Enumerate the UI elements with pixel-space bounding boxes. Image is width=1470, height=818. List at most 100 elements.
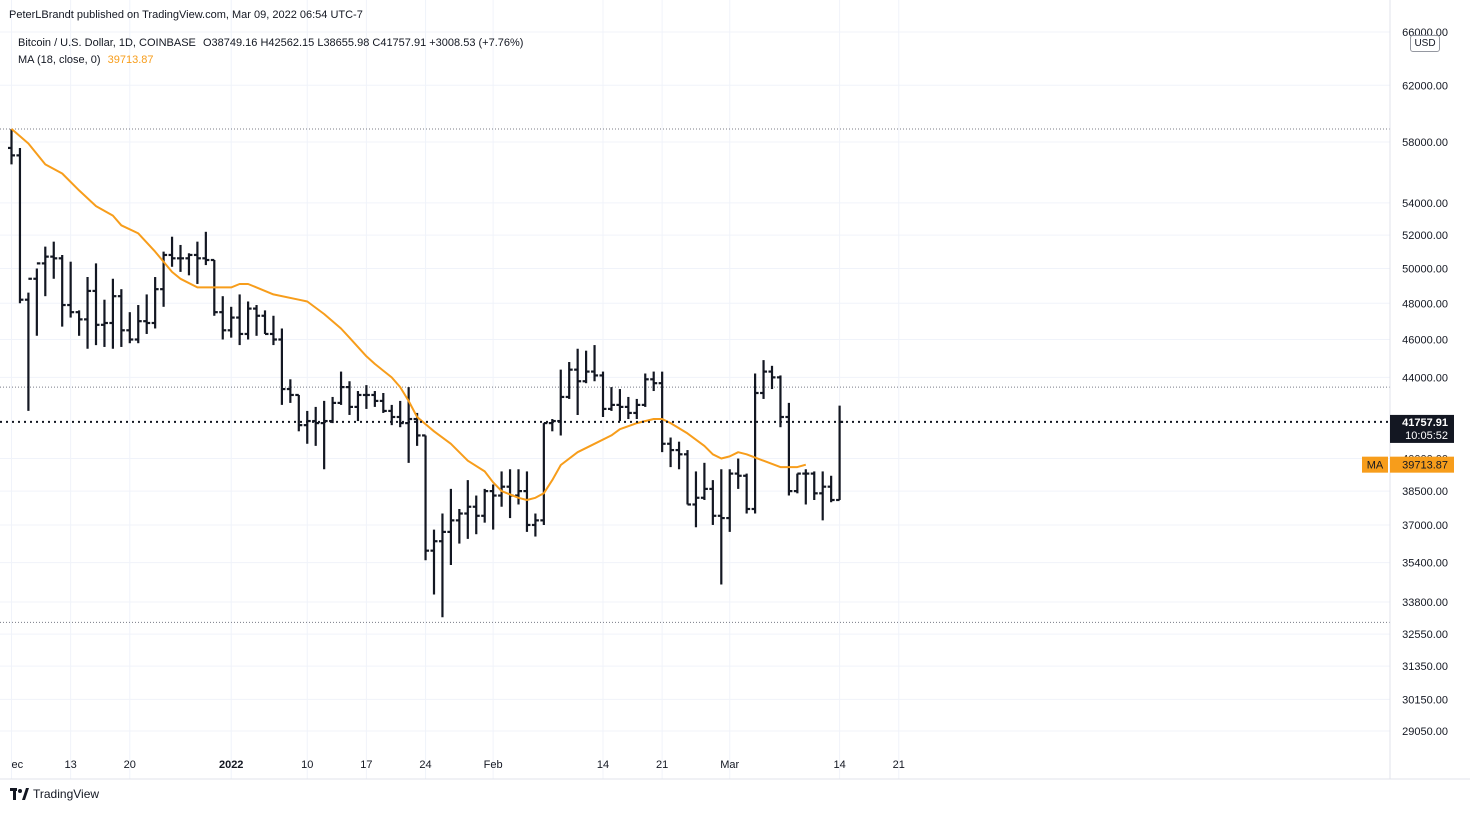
time-tick-label: 2022 [219, 759, 243, 771]
ohlc-bar [24, 277, 32, 411]
ohlc-bar [692, 471, 700, 528]
ohlc-bar [75, 310, 83, 336]
price-tick-label: 35400.00 [1402, 558, 1448, 570]
ohlc-bar [565, 362, 573, 399]
time-tick-label: ec [12, 759, 24, 771]
ohlc-bar [743, 473, 751, 514]
time-tick-label: 14 [597, 759, 609, 771]
ohlc-bar [700, 462, 708, 501]
price-tick-label: 30150.00 [1402, 694, 1448, 706]
price-tick-label: 32550.00 [1402, 629, 1448, 641]
time-tick-label: 14 [833, 759, 845, 771]
ohlc-bar [117, 289, 125, 347]
ma-name-tag-bg [1362, 456, 1388, 473]
ohlc-bar [582, 350, 590, 384]
ohlc-bar [261, 310, 269, 336]
ohlc-bar [684, 450, 691, 506]
ohlc-bar [641, 373, 649, 407]
ohlc-bar [776, 375, 784, 428]
ma-name-label: MA [1367, 460, 1384, 472]
ohlc-bar [286, 379, 294, 403]
time-tick-label: 10 [301, 759, 313, 771]
ohlc-bar [58, 254, 66, 327]
ohlc-bar [337, 371, 345, 405]
ma-name-tag: MA [1362, 456, 1388, 473]
ohlc-bar [236, 294, 244, 346]
ohlc-bar [379, 392, 387, 413]
ohlc-bar [143, 294, 151, 334]
ohlc-bar [354, 391, 362, 422]
ohlc-bar [531, 513, 539, 537]
ohlc-bar [591, 345, 599, 382]
ohlc-bar [371, 391, 379, 407]
price-tick-label: 44000.00 [1402, 372, 1448, 384]
ohlc-bar [422, 434, 430, 561]
price-tick-label: 38500.00 [1402, 486, 1448, 498]
ohlc-bar [109, 278, 117, 349]
ohlc-bar [295, 393, 303, 432]
ma-value-tag-bg [1390, 456, 1454, 473]
price-tick-label: 31350.00 [1402, 661, 1448, 673]
ohlc-bar [202, 231, 210, 266]
time-tick-label: Mar [720, 759, 739, 771]
ohlc-bar [193, 241, 201, 284]
ohlc-bar [92, 263, 100, 346]
ohlc-bar [464, 480, 472, 539]
ohlc-bar [472, 495, 480, 535]
price-tick-label: 62000.00 [1402, 80, 1448, 92]
ohlc-bar [185, 253, 193, 276]
time-tick-label: Feb [484, 759, 503, 771]
time-axis: ec 13 20 2022 10 17 24 Feb 14 21 Mar 14 21 [12, 759, 905, 771]
legend-ma-row[interactable]: MA (18, close, 0) 39713.87 [18, 52, 523, 69]
ohlc-bar [151, 277, 159, 329]
ohlc-bar [489, 484, 497, 530]
time-tick-label: 24 [419, 759, 431, 771]
legend-symbol-row[interactable]: Bitcoin / U.S. Dollar, 1D, COINBASE O387… [18, 35, 523, 52]
ohlc-bar [481, 488, 489, 523]
time-tick-label: 21 [893, 759, 905, 771]
ohlc-bar [278, 328, 286, 405]
ohlc-bar [675, 441, 683, 470]
time-tick-label: 21 [656, 759, 668, 771]
ohlc-bar [599, 371, 607, 417]
ohlc-bar [709, 480, 717, 525]
ohlc-bar [50, 241, 58, 279]
ohlc-bar [498, 471, 506, 507]
tradingview-logo[interactable]: TradingView [10, 787, 99, 801]
ohlc-bar [362, 385, 370, 409]
price-tick-label: 52000.00 [1402, 230, 1448, 242]
ohlc-bar [810, 471, 818, 501]
tradingview-wordmark: TradingView [33, 787, 100, 801]
price-axis: 66000.0062000.0058000.0054000.0052000.00… [1402, 27, 1448, 738]
price-tick-label: 54000.00 [1402, 198, 1448, 210]
price-tick-label: 33800.00 [1402, 597, 1448, 609]
ohlc-bar [827, 475, 835, 503]
ohlc-bar [219, 296, 227, 340]
ohlc-bar [633, 398, 641, 420]
ohlc-bar [126, 312, 134, 344]
countdown-label: 10:05:52 [1405, 430, 1448, 442]
last-price-tag-bg [1390, 414, 1454, 443]
ma-line [10, 128, 807, 501]
grid [0, 0, 1390, 779]
ohlc-bar [717, 469, 725, 585]
ohlc-bar [447, 488, 455, 566]
ohlc-bar [430, 529, 438, 595]
ohlc-bar [658, 371, 666, 453]
currency-badge[interactable]: USD [1410, 35, 1440, 52]
ohlc-bar [346, 381, 353, 415]
chart-legend: Bitcoin / U.S. Dollar, 1D, COINBASE O387… [18, 35, 523, 69]
legend-symbol: Bitcoin / U.S. Dollar, 1D, COINBASE [18, 37, 196, 49]
ohlc-bar [413, 412, 421, 446]
ohlc-bar [768, 365, 776, 390]
time-tick-label: 13 [65, 759, 77, 771]
ohlc-bar [616, 389, 624, 422]
ohlc-bar [84, 277, 92, 349]
ohlc-bar [667, 437, 675, 468]
ohlc-bar [8, 128, 15, 165]
legend-ma-value: 39713.87 [107, 54, 154, 66]
ohlc-bar [802, 469, 810, 505]
